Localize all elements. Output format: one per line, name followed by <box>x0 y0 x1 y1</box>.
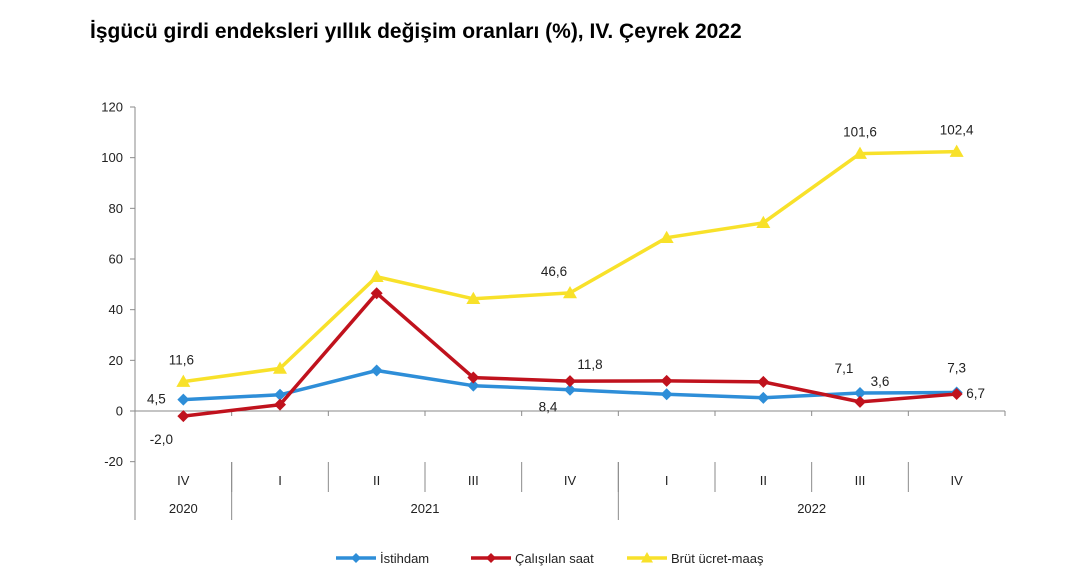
series-marker-2 <box>466 291 481 305</box>
series-marker-2 <box>176 374 191 387</box>
legend-marker-0 <box>351 553 361 563</box>
series-marker-0 <box>370 364 383 377</box>
series-marker-0 <box>854 387 866 400</box>
category-label: I <box>278 473 282 488</box>
data-label: 8,4 <box>539 400 558 415</box>
series-marker-1 <box>467 371 480 384</box>
category-label: I <box>665 473 669 488</box>
year-label: 2021 <box>411 501 440 516</box>
y-tick-label: 80 <box>109 201 123 216</box>
data-label: -2,0 <box>150 432 173 447</box>
series-marker-1 <box>370 287 383 300</box>
series-line-2 <box>181 149 959 384</box>
data-label: 101,6 <box>843 125 877 140</box>
series-marker-2 <box>756 215 771 229</box>
data-label: 4,5 <box>147 392 166 407</box>
category-label: IV <box>564 473 577 488</box>
legend-marker-2 <box>641 552 653 563</box>
y-tick-label: 100 <box>101 150 123 165</box>
y-tick-label: 120 <box>101 100 123 115</box>
series-marker-1 <box>950 388 963 401</box>
series-marker-0 <box>274 388 286 401</box>
category-label: IV <box>177 473 190 488</box>
series-marker-0 <box>660 388 673 401</box>
data-label: 7,1 <box>835 361 854 376</box>
series-marker-1 <box>854 395 866 408</box>
data-labels: 4,5 -2,0 11,6 46,6 11,8 8,4 101,6 7,1 3,6 102,4 7,… <box>147 123 985 447</box>
data-label: 11,8 <box>577 357 602 372</box>
data-label: 3,6 <box>871 374 890 389</box>
series-marker-1 <box>660 374 673 387</box>
series-marker-2 <box>273 361 287 374</box>
y-tick-label: -20 <box>104 454 123 469</box>
series-marker-1 <box>177 410 190 423</box>
y-tick-label: 0 <box>116 404 123 419</box>
series-marker-1 <box>757 375 770 388</box>
legend-marker-1 <box>486 553 496 563</box>
data-label: 102,4 <box>940 123 974 138</box>
series-marker-2 <box>369 269 384 282</box>
data-label: 6,7 <box>966 386 985 401</box>
category-label: II <box>373 473 380 488</box>
series-marker-2 <box>949 144 964 157</box>
y-tick-label: 60 <box>109 252 123 267</box>
series-marker-0 <box>757 391 770 404</box>
year-label: 2020 <box>169 501 198 516</box>
y-tick-label: 40 <box>109 302 123 317</box>
legend-label-1: Çalışılan saat <box>515 551 594 566</box>
category-label: II <box>760 473 767 488</box>
y-tick-label: 20 <box>109 353 123 368</box>
category-label: III <box>855 473 866 488</box>
year-label: 2022 <box>797 501 826 516</box>
series-marker-1 <box>564 375 576 388</box>
category-label: IV <box>951 473 964 488</box>
series-markers <box>176 144 964 423</box>
legend-label-2: Brüt ücret-maaş <box>671 551 764 566</box>
series-marker-2 <box>563 285 577 299</box>
series-marker-0 <box>467 379 480 392</box>
data-label: 7,3 <box>947 361 966 376</box>
legend: İstihdam Çalışılan saat Brüt ücret-maaş <box>336 551 764 566</box>
series-marker-2 <box>659 230 674 243</box>
series-marker-2 <box>853 146 867 159</box>
data-label: 46,6 <box>541 264 567 279</box>
data-label: 11,6 <box>169 353 194 368</box>
legend-label-0: İstihdam <box>380 551 429 566</box>
series-marker-1 <box>274 398 286 411</box>
series-marker-0 <box>564 383 576 396</box>
series-marker-0 <box>177 393 190 406</box>
category-label: III <box>468 473 479 488</box>
series-line-1 <box>181 291 959 418</box>
chart-title: İşgücü girdi endeksleri yıllık değişim o… <box>90 20 742 43</box>
